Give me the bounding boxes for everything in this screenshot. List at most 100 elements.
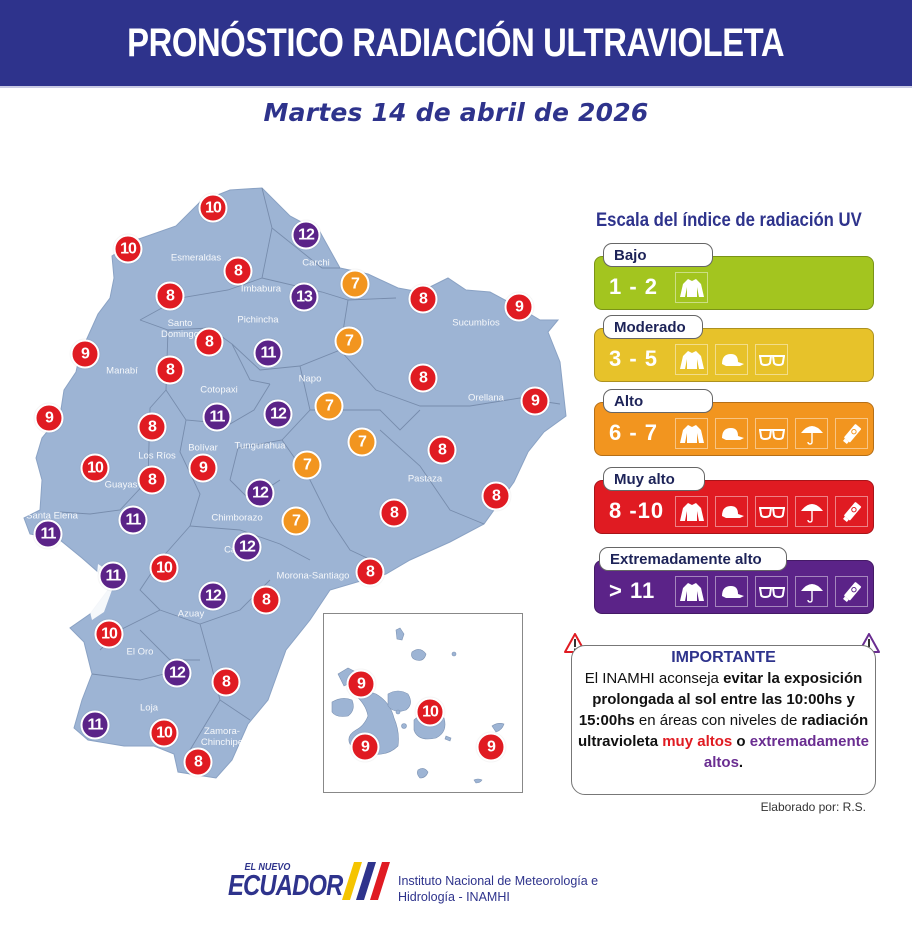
uv-marker: 8: [137, 465, 167, 495]
scale-level-name: Extremadamente alto: [599, 547, 787, 571]
province-label: Imbabura: [240, 283, 282, 295]
province-label: Zamora- Chinchipe: [200, 726, 244, 748]
uv-marker: 8: [211, 667, 241, 697]
uv-marker: 12: [245, 478, 275, 508]
province-label: Cotopaxi: [200, 384, 238, 396]
uv-marker: 8: [223, 256, 253, 286]
scale-level-range: > 11: [609, 578, 656, 603]
text-segment-bold: evitar la exposición prolongada al sol e…: [578, 670, 863, 729]
province-label: Sucumbíos: [452, 317, 500, 329]
uv-marker: 11: [253, 338, 283, 368]
important-title: IMPORTANTE: [671, 649, 776, 666]
scale-level-name: Moderado: [603, 315, 703, 339]
uv-marker: 8: [481, 481, 511, 511]
uv-marker: 9: [346, 669, 376, 699]
logo-ecuador: ECUADOR: [228, 870, 343, 902]
uv-marker: 8: [355, 557, 385, 587]
uv-marker: 8: [183, 747, 213, 777]
text-segment-purple: extremadamente altos: [703, 733, 869, 771]
uv-marker: 10: [149, 718, 179, 748]
text-segment: El INAMHI aconseja: [584, 670, 724, 687]
institute-name: Instituto Nacional de Meteorología e Hid…: [398, 873, 598, 905]
scale-level-range: 3 - 5: [609, 346, 659, 371]
province-label: Tungurahua: [234, 440, 286, 452]
shirt-icon: [675, 418, 708, 449]
uv-marker: 10: [415, 697, 445, 727]
galapagos-inset: 9 10 9 9: [323, 613, 523, 793]
cap-icon: [715, 344, 748, 375]
uv-marker: 8: [137, 412, 167, 442]
uv-marker: 13: [289, 282, 319, 312]
uv-marker: 9: [520, 386, 550, 416]
text-segment-red: muy altos: [662, 733, 733, 750]
sunglasses-icon: [755, 496, 788, 527]
uv-marker: 8: [408, 284, 438, 314]
province-label: Pastaza: [407, 473, 443, 485]
uv-marker: 7: [334, 326, 364, 356]
uv-marker: 12: [232, 532, 262, 562]
uv-marker: 7: [292, 450, 322, 480]
uv-marker: 11: [80, 710, 110, 740]
scale-level-muy-alto: Muy alto 8 -10: [594, 467, 874, 534]
uv-marker: 10: [149, 553, 179, 583]
text-segment: en áreas con niveles de: [634, 712, 802, 729]
ecuador-map: Esmeraldas Carchi Imbabura Sucumbíos San…: [0, 180, 570, 800]
sunglasses-icon: [755, 418, 788, 449]
uv-marker: 8: [379, 498, 409, 528]
uv-marker: 11: [118, 505, 148, 535]
sunscreen-icon: [835, 496, 868, 527]
uv-marker: 10: [80, 453, 110, 483]
province-label: Santo Domingo: [160, 318, 200, 340]
shirt-icon: [675, 344, 708, 375]
important-text: El INAMHI aconseja evitar la exposición …: [572, 668, 875, 773]
uv-marker: 8: [427, 435, 457, 465]
province-label: Bolívar: [188, 442, 218, 454]
uv-marker: 9: [476, 732, 506, 762]
shirt-icon: [675, 576, 708, 607]
uv-marker: 9: [70, 339, 100, 369]
uv-marker: 10: [94, 619, 124, 649]
sunscreen-icon: [835, 576, 868, 607]
ecuador-map-shape: [23, 187, 567, 779]
forecast-date: Martes 14 de abril de 2026: [263, 98, 649, 127]
sunscreen-icon: [835, 418, 868, 449]
province-label: Napo: [298, 373, 322, 385]
uv-marker: 8: [155, 281, 185, 311]
province-label: Chimborazo: [211, 512, 263, 524]
uv-marker: 7: [314, 391, 344, 421]
umbrella-icon: [795, 576, 828, 607]
sunglasses-icon: [755, 344, 788, 375]
legend-title: Escala del índice de radiación UV: [596, 210, 862, 231]
uv-marker: 7: [281, 506, 311, 536]
uv-marker: 9: [350, 732, 380, 762]
province-label: Manabí: [106, 365, 138, 377]
important-notice: IMPORTANTE El INAMHI aconseja evitar la …: [571, 645, 876, 795]
uv-marker: 8: [408, 363, 438, 393]
uv-marker: 10: [113, 234, 143, 264]
uv-marker: 8: [251, 585, 281, 615]
uv-marker: 9: [188, 453, 218, 483]
province-label: Orellana: [468, 392, 504, 404]
scale-level-name: Muy alto: [603, 467, 705, 491]
scale-level-alto: Alto 6 - 7: [594, 389, 874, 456]
scale-level-name: Bajo: [603, 243, 713, 267]
scale-level-range: 1 - 2: [609, 274, 659, 299]
uv-marker: 7: [347, 427, 377, 457]
sunglasses-icon: [755, 576, 788, 607]
uv-marker: 7: [340, 269, 370, 299]
province-label: Guayas: [104, 479, 138, 491]
uv-marker: 10: [198, 193, 228, 223]
text-segment-bold: o: [732, 733, 750, 750]
header-banner: PRONÓSTICO RADIACIÓN ULTRAVIOLETA: [0, 0, 912, 88]
logo-el-nuevo: EL NUEVO: [244, 862, 291, 873]
umbrella-icon: [795, 418, 828, 449]
province-label: Morona-Santiago: [276, 570, 350, 582]
uv-marker: 12: [198, 581, 228, 611]
province-label: El Oro: [126, 646, 154, 658]
cap-icon: [715, 418, 748, 449]
uv-marker: 11: [202, 402, 232, 432]
shirt-icon: [675, 496, 708, 527]
uv-marker: 12: [263, 399, 293, 429]
province-label: Esmeraldas: [170, 252, 222, 264]
province-label: Pichincha: [237, 314, 279, 326]
